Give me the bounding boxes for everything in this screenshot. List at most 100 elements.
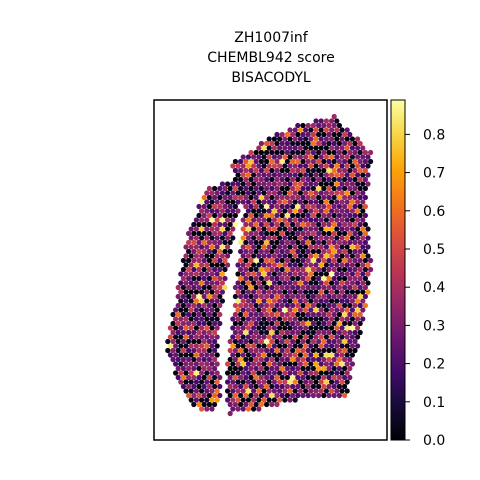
spot — [331, 131, 337, 138]
spot — [347, 356, 353, 363]
spot — [217, 302, 223, 309]
spot — [295, 140, 301, 147]
colorbar-tick-label: 0.1 — [423, 395, 445, 411]
spot — [292, 235, 298, 241]
spot — [204, 262, 210, 268]
spot — [334, 145, 340, 151]
spot — [349, 253, 355, 259]
spot — [292, 397, 298, 403]
spot — [318, 271, 324, 277]
spot — [271, 361, 277, 367]
spot — [201, 374, 207, 381]
spot — [253, 176, 259, 183]
spot — [326, 293, 332, 300]
spot — [191, 239, 197, 246]
spot — [344, 226, 350, 232]
spot — [191, 257, 197, 264]
spot — [303, 244, 309, 250]
spot — [175, 338, 181, 345]
spot — [295, 302, 301, 309]
spot — [347, 266, 353, 273]
spot — [305, 302, 311, 309]
spot — [256, 397, 262, 403]
spot — [243, 293, 249, 300]
spot — [204, 316, 210, 322]
spot — [253, 302, 259, 309]
spot — [251, 352, 257, 358]
spot — [362, 293, 368, 300]
spot — [253, 203, 259, 210]
spot — [323, 253, 329, 259]
spot — [331, 284, 337, 291]
spot — [232, 347, 238, 354]
spot — [321, 131, 327, 138]
spot — [188, 235, 194, 241]
spot — [183, 334, 189, 340]
spot — [342, 311, 348, 318]
spot — [204, 253, 210, 259]
spot — [287, 217, 293, 223]
spot — [282, 370, 288, 376]
spot — [303, 226, 309, 232]
spot — [347, 131, 353, 138]
spot — [329, 253, 335, 259]
spot — [347, 176, 353, 183]
spot — [212, 383, 218, 390]
spot — [352, 275, 358, 282]
spot — [305, 374, 311, 381]
colorbar-tick-label: 0.4 — [423, 280, 445, 296]
spot — [287, 163, 293, 169]
spot — [331, 347, 337, 354]
spot — [245, 388, 251, 394]
spot — [342, 131, 348, 138]
spot — [256, 253, 262, 259]
spot — [230, 199, 236, 205]
spot — [206, 302, 212, 309]
spot — [316, 158, 322, 165]
spot — [261, 379, 267, 385]
spot — [243, 338, 249, 345]
spot — [297, 199, 303, 205]
spot — [225, 388, 231, 394]
spot — [308, 145, 314, 151]
spot — [178, 352, 184, 358]
spot — [264, 392, 270, 399]
spot — [261, 199, 267, 205]
spot — [258, 284, 264, 291]
spot — [297, 127, 303, 133]
spot — [282, 145, 288, 151]
spot — [258, 239, 264, 246]
spot — [349, 199, 355, 205]
spot — [313, 289, 319, 295]
spot — [336, 338, 342, 345]
spot — [204, 280, 210, 286]
spot — [261, 325, 267, 331]
spot — [178, 325, 184, 331]
spot — [217, 383, 223, 390]
spot — [230, 235, 236, 241]
spot — [258, 329, 264, 336]
spot — [316, 347, 322, 354]
spot — [349, 361, 355, 367]
spot — [331, 383, 337, 390]
spot — [355, 325, 361, 331]
spot — [355, 316, 361, 322]
spot — [243, 239, 249, 246]
spot — [248, 158, 254, 165]
spot — [321, 284, 327, 291]
spot — [284, 167, 290, 174]
spot — [323, 343, 329, 349]
spot — [240, 370, 246, 376]
spot — [321, 347, 327, 354]
spot — [253, 221, 259, 228]
spot — [214, 271, 220, 277]
spot — [204, 379, 210, 385]
spot — [287, 190, 293, 196]
spot — [251, 226, 257, 232]
spot — [243, 194, 249, 201]
spot — [287, 181, 293, 187]
spot — [256, 280, 262, 286]
spot — [321, 257, 327, 264]
spot — [245, 163, 251, 169]
spot — [308, 235, 314, 241]
